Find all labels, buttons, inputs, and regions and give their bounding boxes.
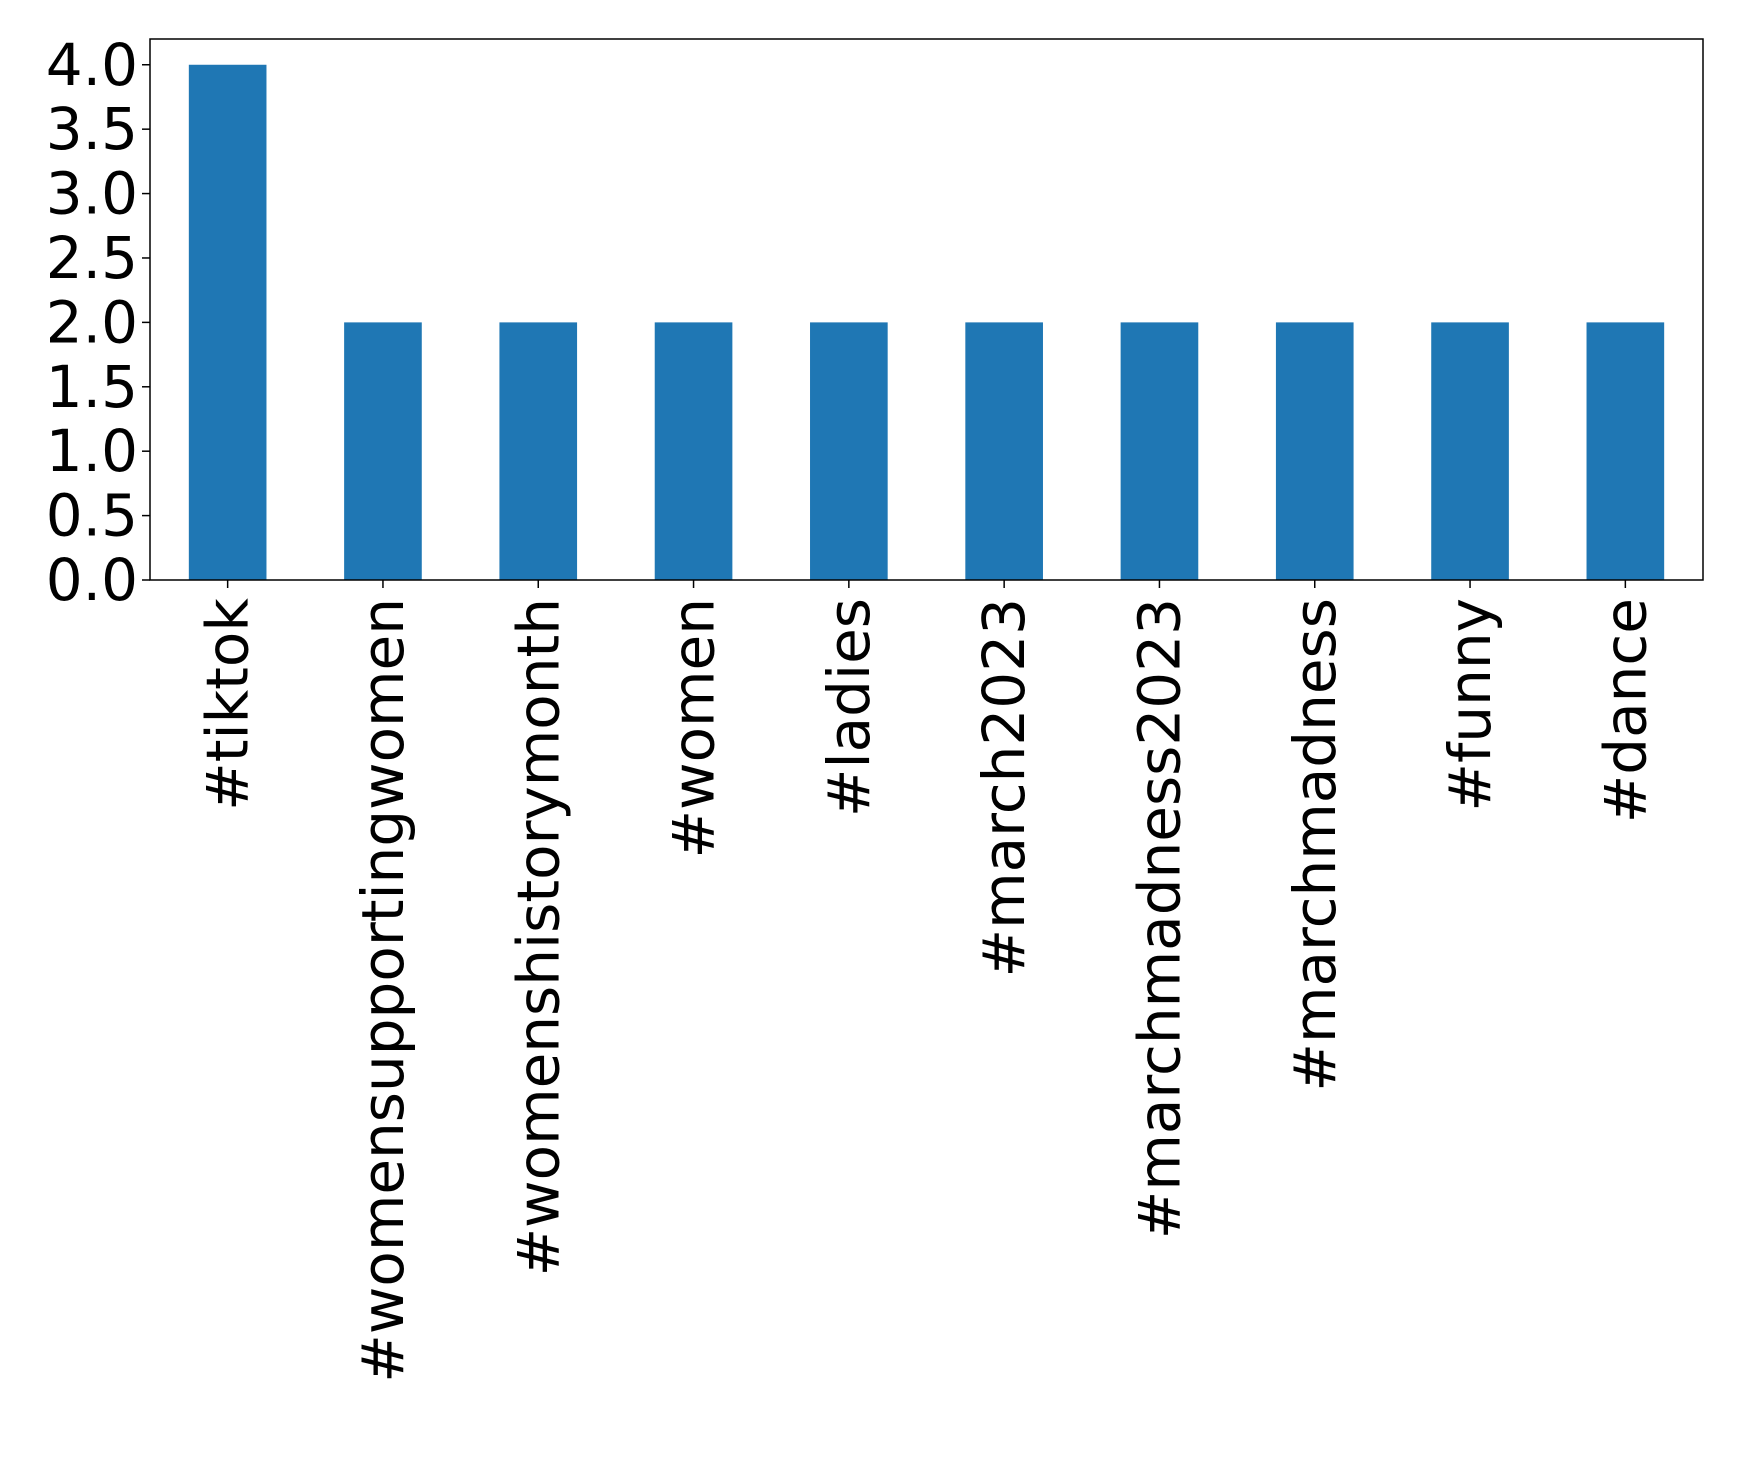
x-tick-label: #ladies (815, 598, 883, 817)
y-tick-label: 0.0 (46, 546, 138, 614)
y-axis: 0.00.51.01.52.02.53.03.54.0 (46, 31, 150, 614)
y-tick-label: 2.0 (46, 288, 138, 356)
x-tick-label: #marchmadness (1281, 598, 1349, 1092)
bar-marchmadness2023 (1120, 322, 1199, 580)
plot-frame (149, 38, 1704, 581)
bar-womenshistorymonth (499, 322, 578, 580)
bar-ladies (810, 322, 888, 580)
x-tick-label: #womenshistorymonth (504, 598, 572, 1276)
bars-group (188, 64, 1665, 580)
bar-march2023 (965, 322, 1043, 580)
y-tick-label: 1.5 (46, 353, 138, 421)
x-tick-label: #dance (1591, 598, 1659, 823)
x-tick-label: #march2023 (970, 598, 1038, 977)
x-tick-label: #womensupportingwomen (349, 598, 417, 1383)
y-tick-label: 0.5 (46, 482, 138, 550)
x-axis: #tiktok #womensupportingwomen #womenshisto… (194, 580, 1659, 1383)
y-tick-label: 4.0 (46, 31, 138, 99)
x-tick-label: #funny (1436, 598, 1504, 812)
x-tick-label: #marchmadness2023 (1125, 598, 1193, 1239)
y-tick-label: 1.0 (46, 417, 138, 485)
y-tick-label: 2.5 (46, 224, 138, 292)
y-tick-label: 3.5 (46, 95, 138, 163)
bar-tiktok (188, 64, 267, 580)
x-tick-label: #tiktok (194, 598, 262, 811)
bar-marchmadness (1275, 322, 1354, 580)
y-tick-label: 3.0 (46, 160, 138, 228)
bar-funny (1431, 322, 1509, 580)
x-tick-label: #women (660, 598, 728, 858)
bar-women (654, 322, 733, 580)
bar-dance (1586, 322, 1665, 580)
bar-womensupportingwomen (344, 322, 422, 580)
